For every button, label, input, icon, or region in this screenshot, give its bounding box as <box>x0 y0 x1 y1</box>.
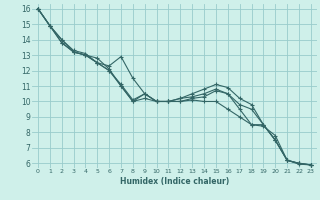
X-axis label: Humidex (Indice chaleur): Humidex (Indice chaleur) <box>120 177 229 186</box>
